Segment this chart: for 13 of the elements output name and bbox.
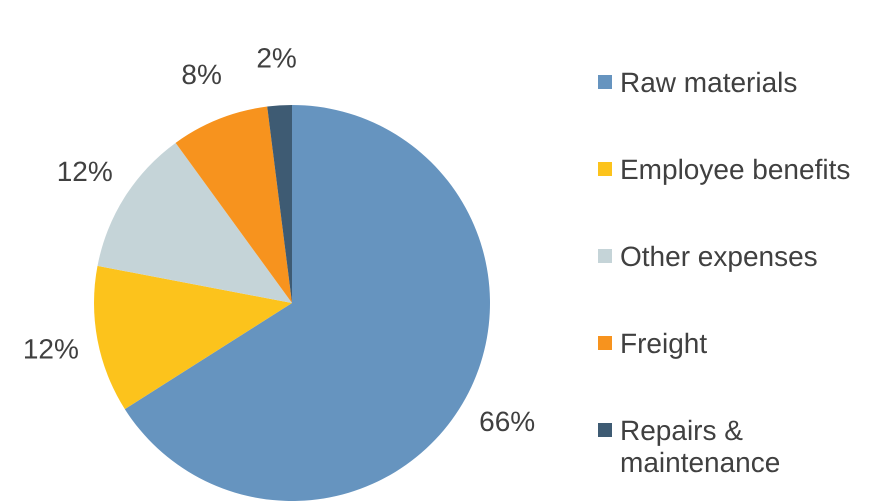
data-label: 12%: [22, 334, 79, 365]
legend-label: Employee benefits: [620, 154, 850, 184]
data-label: 66%: [479, 406, 536, 437]
data-label: 12%: [56, 156, 113, 187]
legend-label: Freight: [620, 328, 708, 358]
pie-slice: [176, 106, 292, 303]
pie-slice: [267, 105, 292, 303]
pie-slice: [94, 266, 292, 410]
legend-label: Other expenses: [620, 240, 818, 272]
legend-label: Repairs & maintenance: [620, 414, 780, 478]
data-label: 2%: [256, 42, 297, 74]
legend-label: Raw materials: [620, 66, 798, 98]
data-label: 8%: [181, 59, 222, 90]
